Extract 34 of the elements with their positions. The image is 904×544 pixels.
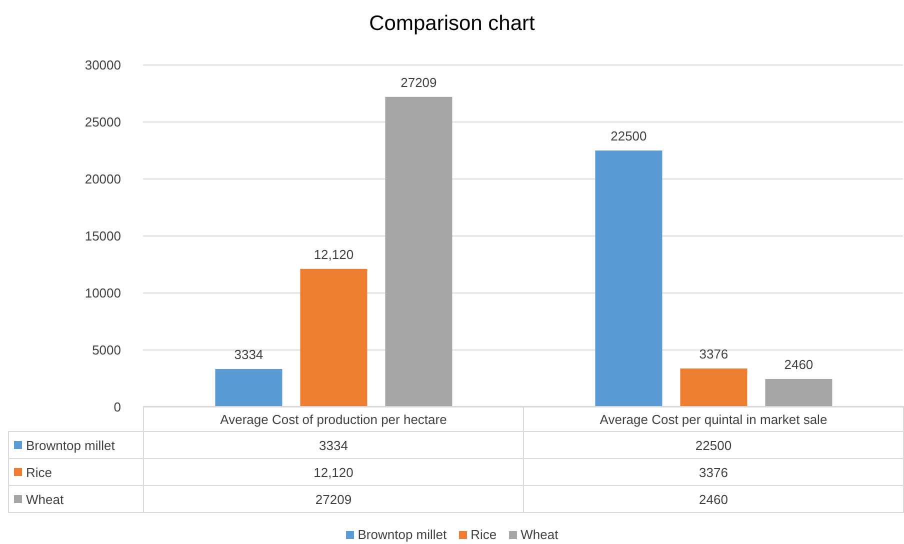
data-label: 12,120 xyxy=(144,458,524,486)
x-tick-label: Average Cost of production per hectare xyxy=(144,406,524,432)
text: Rice xyxy=(26,464,52,480)
y-tick-label: 5000 xyxy=(92,342,121,358)
text: 2460 xyxy=(784,356,814,372)
legend-label: Wheat xyxy=(520,527,558,542)
y-tick-label: 20000 xyxy=(84,172,121,187)
y-tick-label: 15000 xyxy=(84,228,121,244)
bar xyxy=(300,268,368,407)
text: 22500 xyxy=(610,128,647,144)
text: Browntop millet xyxy=(358,527,447,542)
data-label: 3334 xyxy=(144,432,524,458)
y-tick-label: 0 xyxy=(114,400,121,415)
bar xyxy=(385,96,452,407)
y-tick-label: 10000 xyxy=(84,286,121,301)
y-tick-label: 30000 xyxy=(84,58,121,73)
x-tick-label: Average Cost per quintal in market sale xyxy=(524,406,904,432)
data-label: 2460 xyxy=(524,486,904,512)
bar xyxy=(680,368,748,407)
text: 12,120 xyxy=(314,246,354,262)
y-tick-label: 25000 xyxy=(84,114,121,130)
text: 3376 xyxy=(699,346,728,362)
legend-label: Browntop millet xyxy=(25,438,115,453)
bar xyxy=(215,368,282,407)
text: 27209 xyxy=(400,74,437,90)
bar xyxy=(595,150,662,407)
text: 3334 xyxy=(234,346,264,362)
data-label: 3376 xyxy=(524,458,904,486)
text: Wheat xyxy=(26,492,64,507)
chart-title: Comparison chart xyxy=(368,12,536,36)
legend-label: Rice xyxy=(470,527,497,542)
bar xyxy=(765,378,832,407)
data-label: 22500 xyxy=(524,432,904,458)
data-label: 27209 xyxy=(144,486,524,512)
